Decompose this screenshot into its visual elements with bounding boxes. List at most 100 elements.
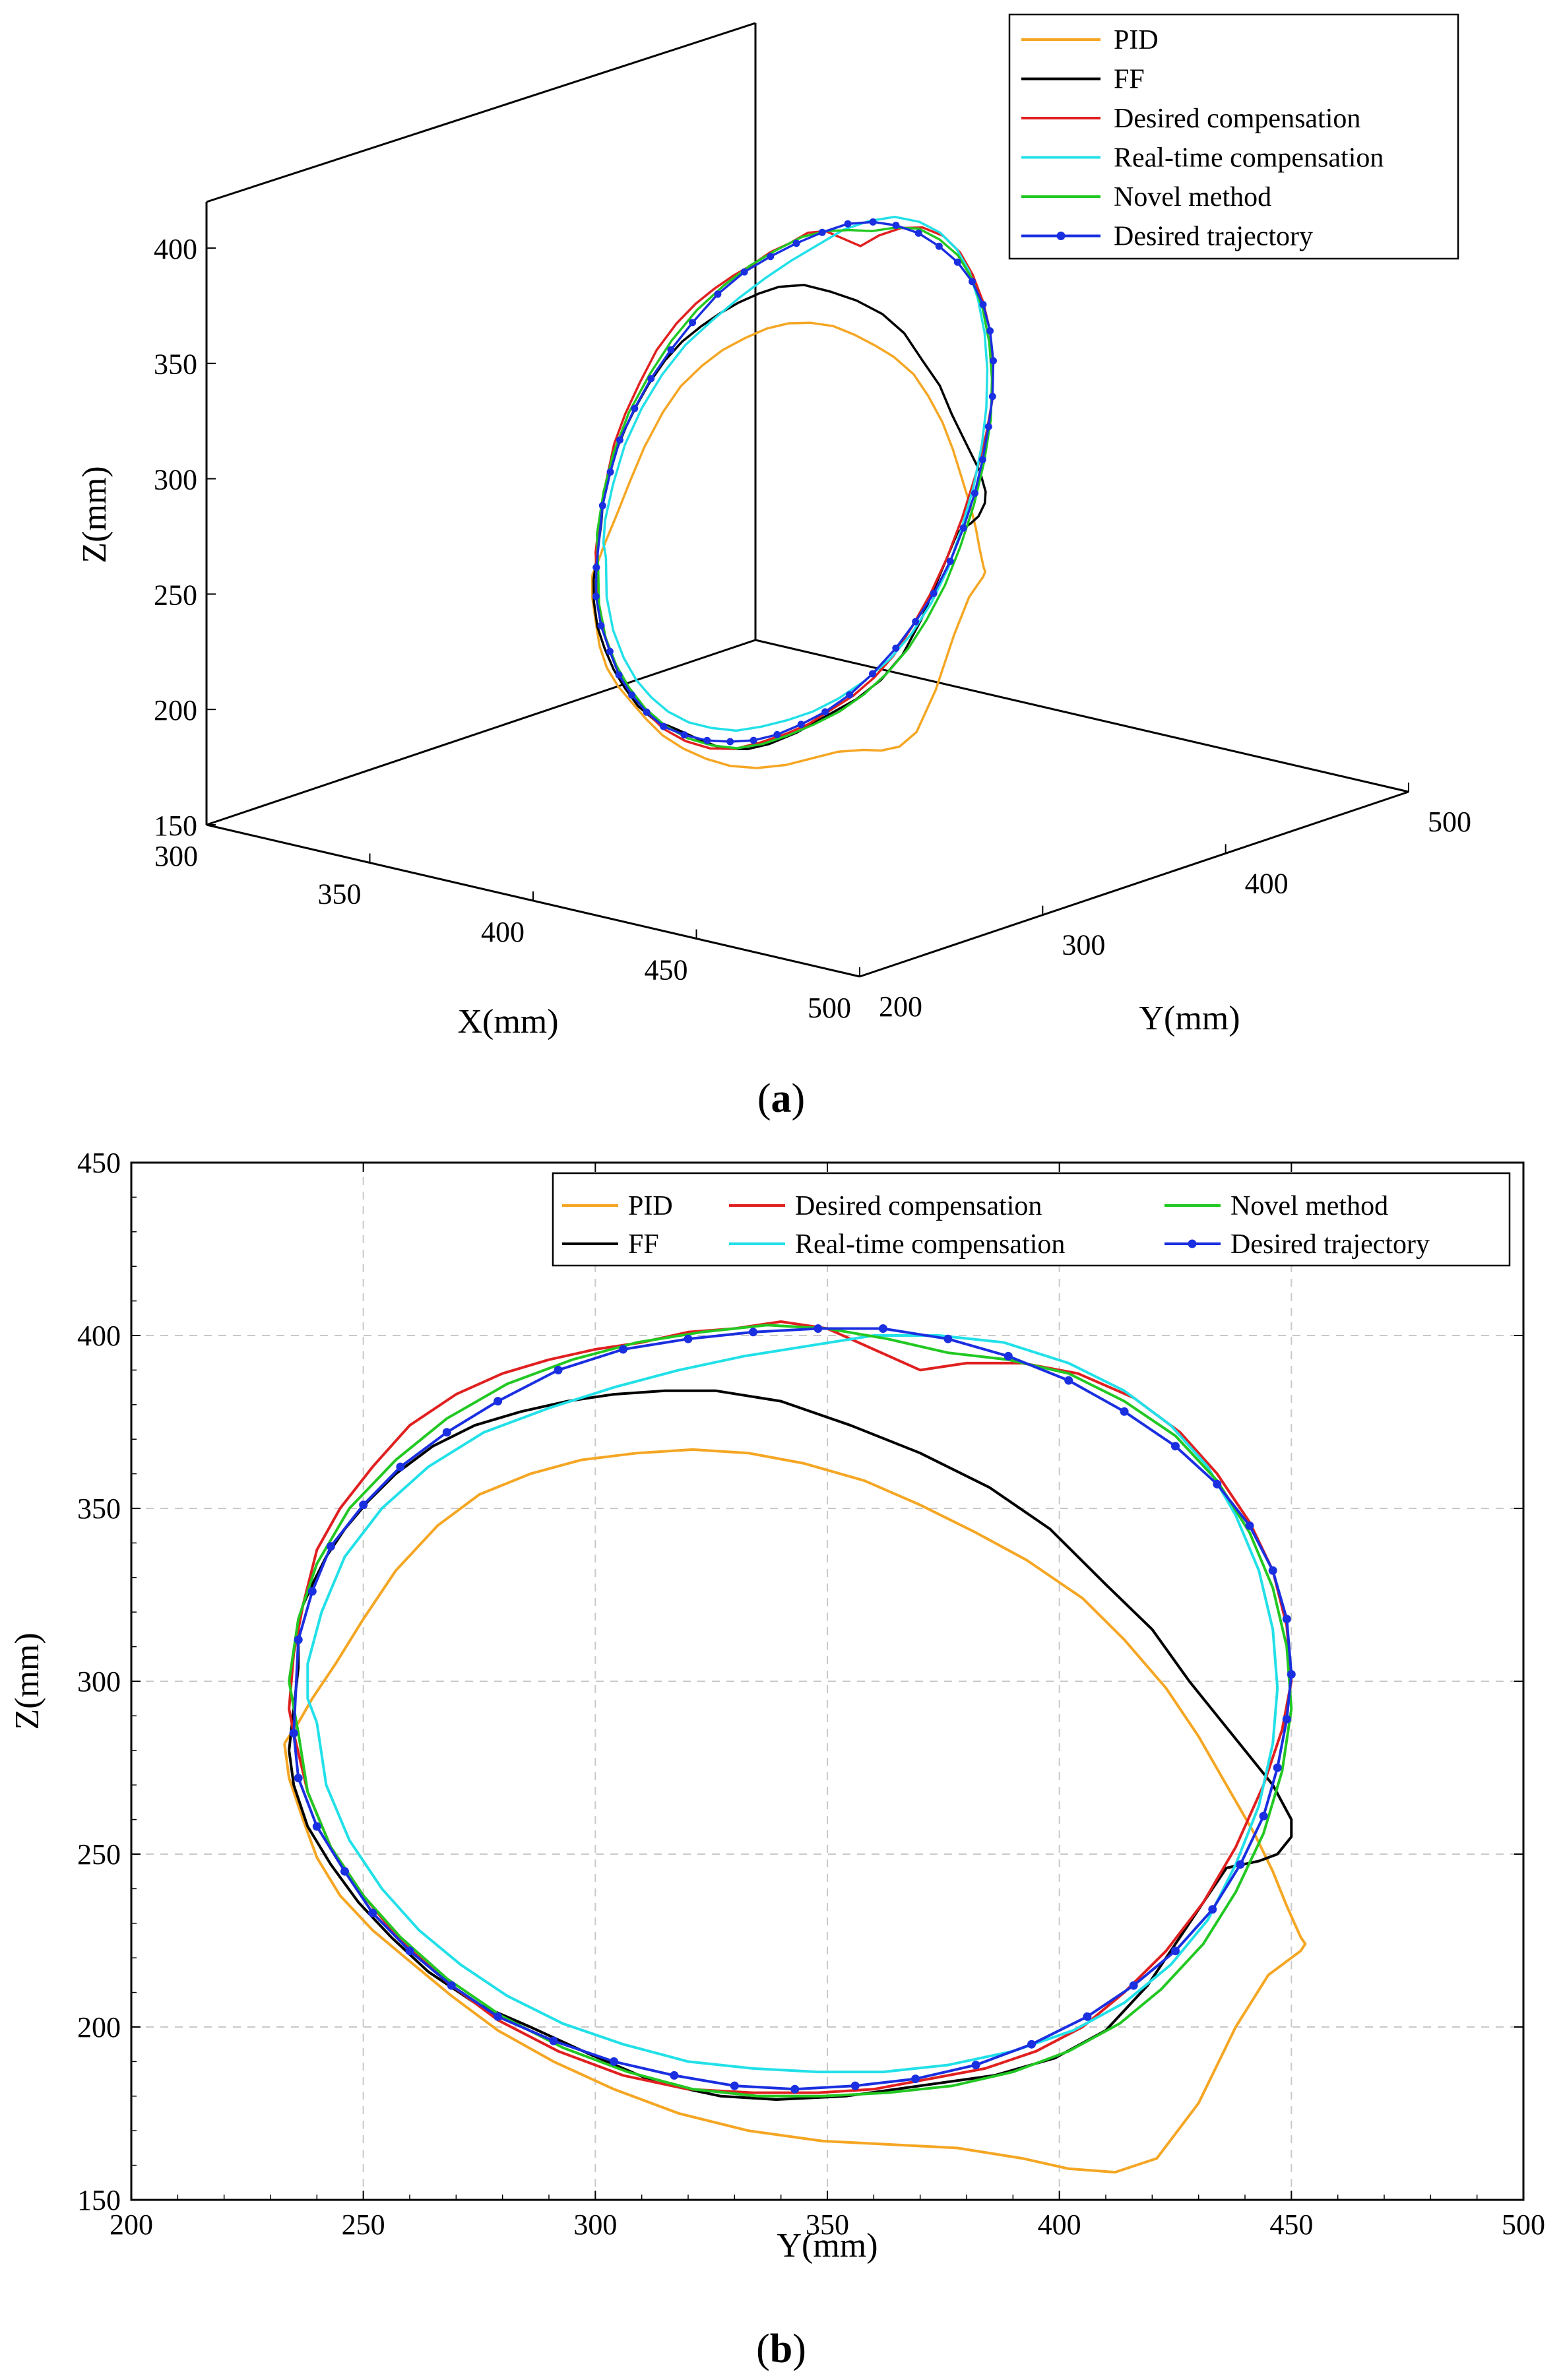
panel-a-marker-desired-trajectory — [616, 436, 623, 444]
panel-b-y-tick-label: 450 — [77, 1147, 121, 1179]
panel-b-legend-marker — [1188, 1239, 1197, 1248]
panel-a-marker-desired-trajectory — [606, 468, 614, 476]
panel-b-marker-desired-trajectory — [554, 1365, 563, 1374]
panel-b-legend: PID FF Desired compensation Real-time compe… — [552, 1172, 1511, 1267]
panel-b-legend-label-desired-trajectory: Desired trajectory — [1230, 1229, 1430, 1260]
panel-b-marker-desired-trajectory — [494, 2012, 503, 2021]
panel-a-legend-label-pid: PID — [1114, 25, 1159, 55]
panel-b-y-tick-label: 400 — [77, 1320, 121, 1352]
panel-b-marker-desired-trajectory — [294, 1635, 303, 1644]
panel-b-marker-desired-trajectory — [368, 1908, 377, 1917]
panel-a-marker-desired-trajectory — [680, 731, 688, 739]
panel-a-marker-desired-trajectory — [703, 736, 711, 744]
panel-b-marker-desired-trajectory — [684, 1334, 693, 1343]
panel-a-marker-desired-trajectory — [628, 691, 636, 699]
panel-b-legend-label-real-time-compensation: Real-time compensation — [795, 1229, 1065, 1260]
panel-a-marker-desired-trajectory — [869, 218, 877, 226]
panel-a-marker-desired-trajectory — [892, 222, 900, 229]
panel-b-marker-desired-trajectory — [340, 1867, 349, 1876]
panel-b-marker-desired-trajectory — [619, 1345, 627, 1354]
panel-b-legend-label-ff: FF — [628, 1229, 659, 1260]
panel-a-marker-desired-trajectory — [969, 278, 976, 286]
panel-a-series-pid — [590, 321, 987, 769]
panel-a-z-tick-label: 300 — [154, 464, 197, 496]
panel-b-y-tick-label: 350 — [77, 1493, 121, 1525]
panel-b-marker-desired-trajectory — [289, 1729, 298, 1738]
panel-b-2d-plot: 200 250 300 350 400 450 5001502002503003504004… — [9, 1147, 1545, 2265]
panel-a-legend-label-ff: FF — [1114, 65, 1145, 95]
panel-a-y-tick-label: 200 — [879, 990, 922, 1023]
panel-b-x-tick-label: 350 — [806, 2208, 849, 2241]
panel-a-marker-desired-trajectory — [689, 319, 697, 327]
panel-b-marker-desired-trajectory — [813, 1324, 823, 1333]
panel-b-marker-desired-trajectory — [442, 1428, 451, 1437]
panel-b-ylabel: Z(mm) — [9, 1632, 46, 1729]
panel-b-marker-desired-trajectory — [307, 1587, 317, 1596]
panel-b-legend-label-novel-method: Novel method — [1230, 1191, 1388, 1221]
panel-a-marker-desired-trajectory — [592, 563, 600, 571]
panel-b-marker-desired-trajectory — [1171, 1946, 1180, 1956]
panel-a-y-tick-label: 300 — [1062, 929, 1105, 961]
panel-a-marker-desired-trajectory — [615, 671, 623, 679]
panel-b-marker-desired-trajectory — [1120, 1407, 1129, 1416]
panel-b-marker-desired-trajectory — [1213, 1479, 1222, 1489]
panel-a-legend-marker — [1056, 232, 1066, 240]
panel-b-marker-desired-trajectory — [911, 2074, 920, 2084]
panel-b-series-pid — [283, 1448, 1307, 2174]
panel-a-marker-desired-trajectory — [660, 723, 668, 730]
panel-a-z-tick-label: 250 — [154, 579, 197, 611]
panel-a-z-tick-label: 400 — [154, 233, 197, 265]
panel-a-marker-desired-trajectory — [914, 229, 922, 237]
panel-b-marker-desired-trajectory — [850, 2081, 860, 2090]
panel-a-axes-ticks: 150 200 250 300 350 400 300 350 400 450 500 200 300 4… — [154, 233, 1471, 1024]
panel-b-marker-desired-trajectory — [670, 2071, 679, 2080]
panel-b-caption-letter: b — [770, 2327, 792, 2371]
panel-a-series-desired-compensation — [594, 226, 994, 750]
panel-b-caption: (b) — [756, 2327, 806, 2371]
panel-b-legend-label-desired-compensation: Desired compensation — [795, 1191, 1042, 1221]
panel-a-series-novel-method — [596, 226, 994, 750]
panel-b-marker-desired-trajectory — [1273, 1763, 1282, 1772]
panel-a-y-tick-label: 400 — [1245, 867, 1289, 899]
panel-a-marker-desired-trajectory — [773, 730, 781, 738]
panel-b-marker-desired-trajectory — [1282, 1615, 1291, 1624]
panel-a-x-tick-label: 450 — [645, 954, 688, 986]
panel-b-marker-desired-trajectory — [1064, 1376, 1073, 1385]
panel-a-legend-box — [1008, 13, 1459, 260]
panel-a-x-tick-label: 350 — [318, 878, 362, 911]
panel-a-marker-desired-trajectory — [643, 708, 651, 716]
panel-a-legend-label-desired-compensation: Desired compensation — [1114, 104, 1360, 134]
panel-b-marker-desired-trajectory — [1004, 1351, 1013, 1361]
panel-a-marker-desired-trajectory — [984, 423, 992, 431]
panel-a-marker-desired-trajectory — [988, 393, 996, 401]
panel-a-marker-desired-trajectory — [797, 721, 805, 728]
panel-a-series-real-time-compensation — [602, 215, 989, 732]
panel-b-y-tick-label: 250 — [77, 1838, 121, 1871]
panel-a-marker-desired-trajectory — [971, 490, 978, 497]
panel-a-3d-plot: 150 200 250 300 350 400 300 350 400 450 500 200 300 4… — [76, 13, 1471, 1041]
panel-b-marker-desired-trajectory — [943, 1334, 953, 1343]
panel-a-z-tick-label: 150 — [154, 810, 197, 842]
panel-b-marker-desired-trajectory — [1171, 1442, 1180, 1451]
panel-b-marker-desired-trajectory — [1027, 2040, 1036, 2049]
panel-a-marker-desired-trajectory — [869, 670, 876, 678]
panel-b-xlabel: Y(mm) — [777, 2227, 877, 2265]
panel-b-marker-desired-trajectory — [790, 2084, 800, 2094]
panel-a-marker-desired-trajectory — [959, 524, 967, 532]
panel-b-x-tick-label: 400 — [1038, 2208, 1081, 2241]
panel-a-marker-desired-trajectory — [818, 228, 826, 236]
panel-b-marker-desired-trajectory — [494, 1397, 503, 1406]
panel-a-x-tick-label: 500 — [808, 992, 851, 1024]
panel-b-grid — [131, 1163, 1523, 2200]
panel-a-marker-desired-trajectory — [740, 268, 748, 276]
panel-b-marker-desired-trajectory — [971, 2061, 980, 2070]
panel-a-curves — [590, 215, 997, 769]
panel-b-y-tick-label: 300 — [77, 1665, 121, 1698]
panel-b-marker-desired-trajectory — [312, 1822, 321, 1831]
panel-a-marker-desired-trajectory — [986, 327, 994, 335]
panel-b-y-tick-label: 200 — [77, 2011, 121, 2043]
panel-b-marker-desired-trajectory — [396, 1462, 405, 1471]
panel-b-x-tick-label: 250 — [342, 2208, 385, 2241]
panel-b-marker-desired-trajectory — [447, 1981, 456, 1990]
